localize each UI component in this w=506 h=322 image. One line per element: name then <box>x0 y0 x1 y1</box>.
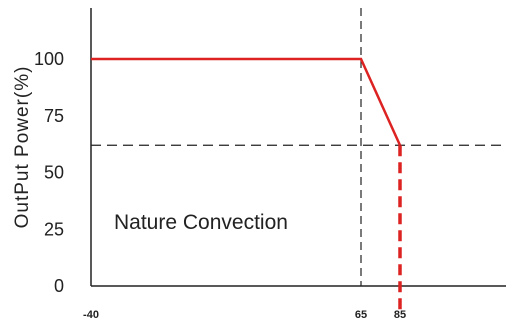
reference-lines <box>91 8 506 286</box>
x-tick-label: 85 <box>394 309 406 321</box>
annotation-label: Nature Convection <box>114 211 288 234</box>
axes <box>90 8 506 287</box>
y-axis-label: OutPut Power(%) <box>12 66 33 229</box>
y-tick-label: 25 <box>44 219 64 239</box>
y-tick-label: 0 <box>54 276 64 296</box>
x-tick-labels: -40 65 85 <box>83 309 406 321</box>
x-tick-label: -40 <box>83 309 99 321</box>
y-tick-label: 100 <box>34 49 64 69</box>
y-tick-label: 50 <box>44 163 64 183</box>
x-tick-label: 65 <box>355 309 367 321</box>
series-layer <box>91 57 402 312</box>
series-line-0 <box>91 57 402 146</box>
y-tick-labels: 0 25 50 75 100 <box>34 49 64 296</box>
y-tick-label: 75 <box>44 106 64 126</box>
